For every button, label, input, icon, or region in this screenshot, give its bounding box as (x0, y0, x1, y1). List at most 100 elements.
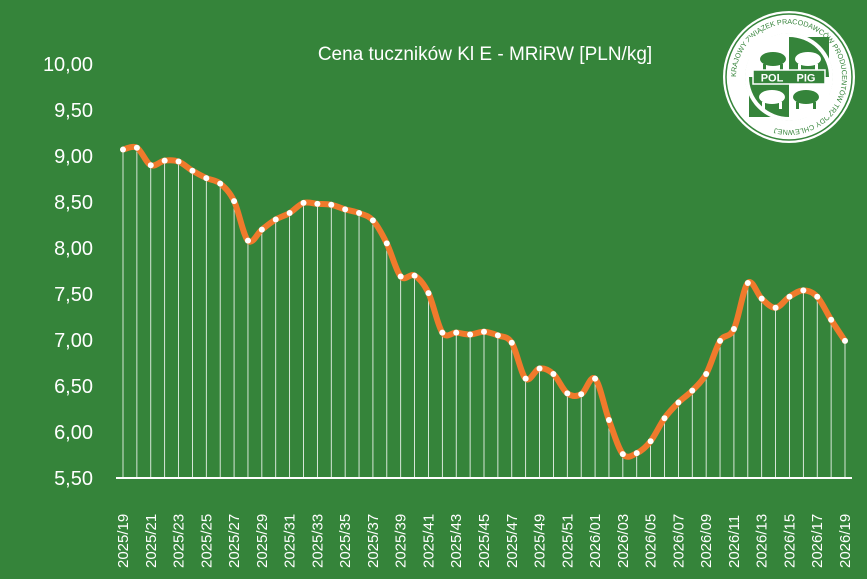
data-point (175, 158, 182, 165)
data-markers (120, 144, 848, 458)
x-tick-label: 2025/25 (198, 514, 215, 568)
data-point (842, 337, 848, 344)
pig-icon (760, 52, 786, 71)
x-tick-label: 2025/37 (365, 514, 382, 568)
x-tick-label: 2026/05 (643, 514, 660, 568)
x-tick-label: 2025/21 (143, 514, 160, 568)
x-tick-label: 2026/07 (670, 514, 687, 568)
polpig-logo: KRAJOWY ZWIĄZEK PRACODAWCÓW PRODUCENTÓW … (723, 11, 855, 143)
data-point (689, 387, 696, 394)
x-tick-label: 2026/17 (809, 514, 826, 568)
x-tick-label: 2025/39 (393, 514, 410, 568)
y-tick-label: 7,00 (54, 330, 93, 352)
x-tick-label: 2025/41 (420, 514, 437, 568)
data-point (772, 304, 779, 311)
data-point (383, 240, 390, 247)
data-point (550, 371, 557, 378)
x-tick-label: 2025/47 (504, 514, 521, 568)
data-point (314, 200, 321, 207)
x-tick-label: 2025/33 (309, 514, 326, 568)
logo-text-pig: PIG (797, 73, 816, 85)
data-point (453, 329, 460, 336)
logo-band (752, 69, 826, 85)
y-tick-label: 9,50 (54, 100, 93, 122)
logo-outer-ring (725, 13, 853, 141)
data-point (592, 375, 599, 382)
x-tick-label: 2025/51 (559, 514, 576, 568)
x-tick-label: 2025/49 (532, 514, 549, 568)
x-tick-label: 2025/23 (171, 514, 188, 568)
data-point (425, 290, 432, 297)
data-point (356, 210, 363, 217)
data-point (411, 272, 418, 279)
data-point (147, 162, 154, 169)
data-point (619, 451, 626, 458)
data-point (328, 201, 335, 208)
x-tick-label: 2025/31 (282, 514, 299, 568)
data-point (800, 287, 807, 294)
x-tick-label: 2025/43 (448, 514, 465, 568)
y-tick-label: 8,00 (54, 238, 93, 260)
data-point (300, 199, 307, 206)
data-point (272, 216, 279, 223)
data-point (231, 198, 238, 205)
data-point (508, 339, 515, 346)
data-point (203, 175, 210, 182)
y-tick-label: 6,00 (54, 422, 93, 444)
data-point (633, 450, 640, 457)
data-point (605, 417, 612, 424)
x-tick-label: 2026/09 (698, 514, 715, 568)
data-point (397, 273, 404, 280)
y-tick-label: 6,50 (54, 376, 93, 398)
data-point (369, 217, 376, 224)
data-point (814, 293, 821, 300)
data-point (189, 167, 196, 174)
data-point (661, 415, 668, 422)
data-point (828, 316, 835, 323)
data-point (217, 180, 224, 187)
data-point (244, 237, 251, 244)
x-tick-label: 2026/01 (587, 514, 604, 568)
x-tick-label: 2025/19 (115, 514, 132, 568)
chart-title: Cena tuczników Kl E - MRiRW [PLN/kg] (318, 44, 652, 65)
data-point (578, 391, 585, 398)
data-point (342, 206, 349, 213)
x-tick-label: 2025/27 (226, 514, 243, 568)
data-point (744, 279, 751, 286)
drop-lines (122, 147, 846, 478)
pig-icon (759, 90, 785, 109)
x-axis: 2025/19 2025/21 2025/23 2025/25 2025/27 2025/… (115, 514, 854, 568)
data-point (161, 157, 168, 164)
data-point (286, 210, 293, 217)
x-tick-label: 2026/15 (781, 514, 798, 568)
data-point (564, 390, 571, 397)
data-point (786, 293, 793, 300)
x-tick-label: 2025/45 (476, 514, 493, 568)
data-point (133, 144, 140, 151)
pig-icon (795, 52, 821, 71)
data-point (120, 146, 126, 153)
y-axis: 5,50 6,00 6,50 7,00 7,50 8,00 8,50 9,00 9,50 10,0… (43, 54, 93, 490)
data-point (717, 337, 724, 344)
data-point (467, 331, 474, 338)
pig-icon (793, 90, 819, 109)
data-point (439, 329, 446, 336)
data-point (481, 328, 487, 335)
y-tick-label: 10,00 (43, 54, 93, 76)
x-tick-label: 2025/29 (254, 514, 271, 568)
x-tick-label: 2026/13 (754, 514, 771, 568)
data-point (522, 375, 529, 382)
data-point (536, 365, 543, 372)
data-point (703, 371, 710, 378)
y-tick-label: 7,50 (54, 284, 93, 306)
y-tick-label: 5,50 (54, 468, 93, 490)
x-tick-label: 2026/19 (837, 514, 854, 568)
data-point (675, 399, 682, 406)
data-point (647, 438, 654, 445)
x-tick-label: 2025/35 (337, 514, 354, 568)
x-tick-label: 2026/11 (726, 515, 743, 568)
data-point (494, 332, 501, 339)
data-point (758, 295, 765, 302)
